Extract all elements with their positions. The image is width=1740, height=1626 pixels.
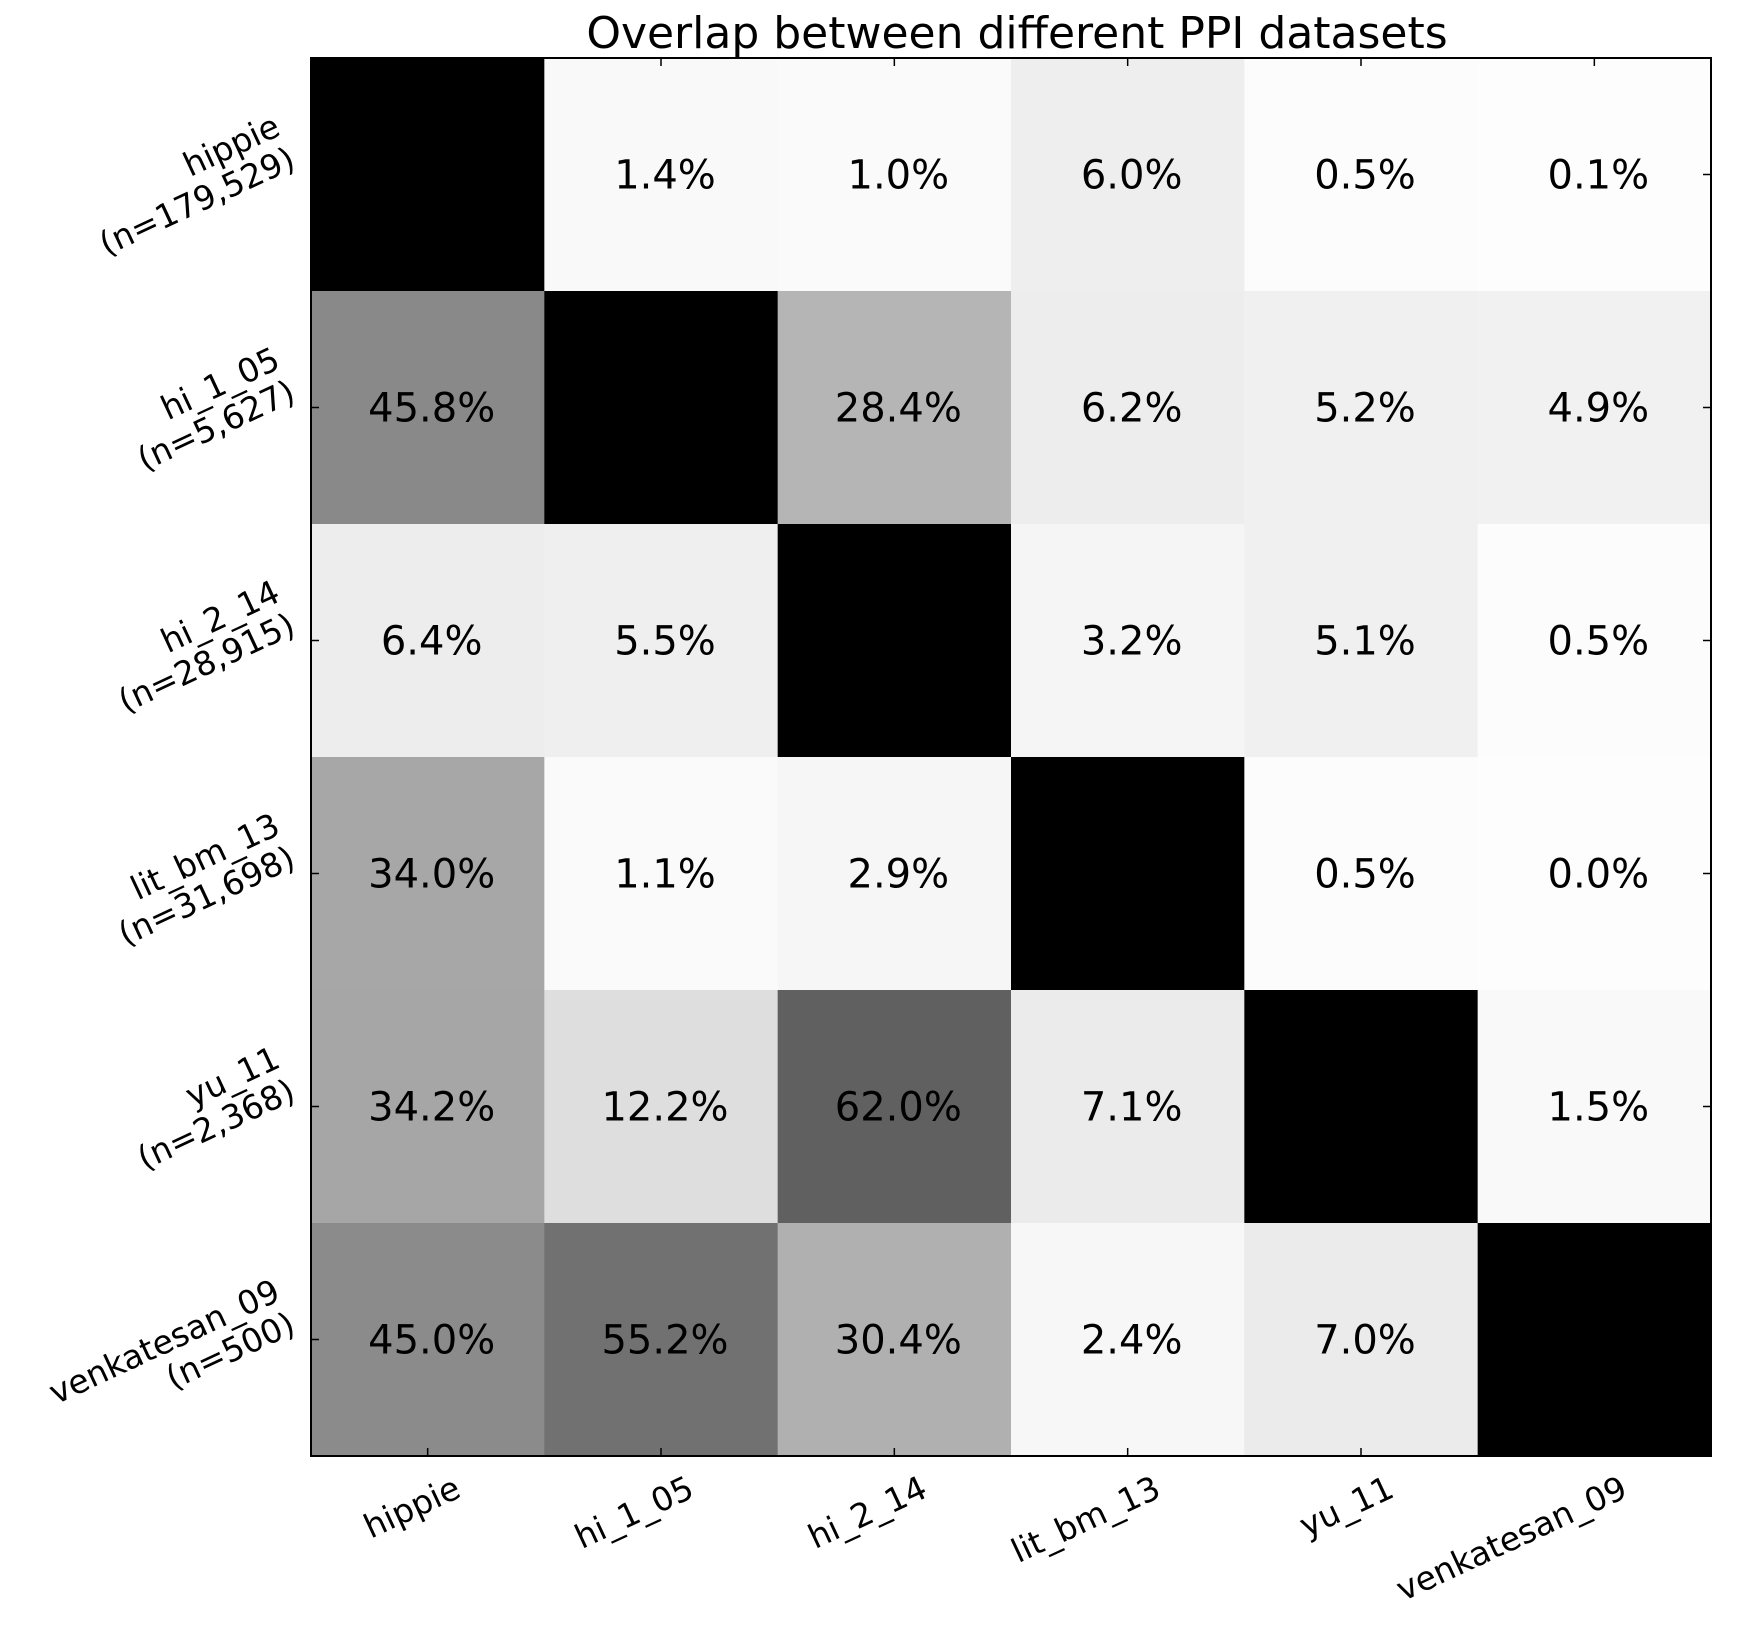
heatmap-cell bbox=[777, 1223, 1012, 1457]
cell-value-label: 0.5% bbox=[1548, 619, 1650, 665]
cell-value-label: 6.0% bbox=[1081, 153, 1183, 199]
heatmap-cell bbox=[1244, 58, 1479, 292]
cell-value-label: 45.0% bbox=[368, 1318, 495, 1364]
heatmap-cell bbox=[544, 990, 779, 1224]
heatmap-cell bbox=[1244, 1223, 1479, 1457]
cell-value-label: 34.0% bbox=[368, 852, 495, 898]
axis-ticks bbox=[311, 58, 1711, 1456]
heatmap-cell bbox=[311, 757, 545, 991]
cell-value-label: 0.5% bbox=[1314, 852, 1416, 898]
cell-value-label: 1.1% bbox=[614, 852, 716, 898]
heatmap-cell bbox=[311, 524, 545, 758]
plot-frame bbox=[310, 57, 1712, 1457]
cell-value-label: 1.0% bbox=[848, 153, 950, 199]
cell-value-label: 0.1% bbox=[1548, 153, 1650, 199]
cell-value-label: 1.4% bbox=[614, 153, 716, 199]
cell-value-label: 2.4% bbox=[1081, 1318, 1183, 1364]
heatmap-cell bbox=[1477, 757, 1712, 991]
heatmap-cell bbox=[544, 58, 779, 292]
heatmap-cell bbox=[777, 524, 1012, 758]
heatmap-cell bbox=[311, 990, 545, 1224]
heatmap-cell-labels: 1.4% 1.0% 6.0% 0.5% 0.1% 45.8% 28.4% 6.2% 5.2% 4.… bbox=[368, 153, 1649, 1364]
heatmap-cells bbox=[311, 58, 1712, 1457]
heatmap-cell bbox=[777, 990, 1012, 1224]
heatmap-cell bbox=[1244, 757, 1479, 991]
heatmap-cell bbox=[544, 757, 779, 991]
cell-value-label: 5.5% bbox=[614, 619, 716, 665]
heatmap-cell bbox=[1011, 524, 1245, 758]
heatmap-cell bbox=[777, 757, 1012, 991]
heatmap-cell bbox=[544, 524, 779, 758]
cell-value-label: 34.2% bbox=[368, 1085, 495, 1131]
cell-value-label: 5.2% bbox=[1314, 386, 1416, 432]
heatmap-cell bbox=[1244, 524, 1479, 758]
heatmap-cell bbox=[1477, 291, 1712, 525]
heatmap-cell bbox=[311, 1223, 545, 1457]
cell-value-label: 3.2% bbox=[1081, 619, 1183, 665]
heatmap-cell bbox=[777, 291, 1012, 525]
cell-value-label: 7.0% bbox=[1314, 1318, 1416, 1364]
heatmap-cell bbox=[1011, 1223, 1245, 1457]
cell-value-label: 2.9% bbox=[848, 852, 950, 898]
chart-title: Overlap between different PPI datasets bbox=[586, 8, 1447, 59]
cell-value-label: 62.0% bbox=[835, 1085, 962, 1131]
heatmap-cell bbox=[311, 291, 545, 525]
cell-value-label: 0.0% bbox=[1548, 852, 1650, 898]
heatmap-cell bbox=[1244, 291, 1479, 525]
cell-value-label: 1.5% bbox=[1548, 1085, 1650, 1131]
heatmap-cell bbox=[1477, 58, 1712, 292]
heatmap-cell bbox=[311, 58, 545, 292]
cell-value-label: 12.2% bbox=[601, 1085, 728, 1131]
cell-value-label: 4.9% bbox=[1548, 386, 1650, 432]
heatmap-cell bbox=[777, 58, 1012, 292]
heatmap-cell bbox=[1477, 524, 1712, 758]
heatmap-cell bbox=[1011, 757, 1245, 991]
heatmap-cell bbox=[1477, 990, 1712, 1224]
heatmap-cell bbox=[1011, 990, 1245, 1224]
heatmap-cell bbox=[1011, 58, 1245, 292]
cell-value-label: 5.1% bbox=[1314, 619, 1416, 665]
cell-value-label: 6.4% bbox=[381, 619, 483, 665]
heatmap-cell bbox=[1011, 291, 1245, 525]
cell-value-label: 7.1% bbox=[1081, 1085, 1183, 1131]
heatmap-cell bbox=[544, 291, 779, 525]
heatmap-cell bbox=[544, 1223, 779, 1457]
heatmap-cell bbox=[1244, 990, 1479, 1224]
cell-value-label: 30.4% bbox=[835, 1318, 962, 1364]
cell-value-label: 55.2% bbox=[601, 1318, 728, 1364]
heatmap-cell bbox=[1477, 1223, 1712, 1457]
cell-value-label: 6.2% bbox=[1081, 386, 1183, 432]
cell-value-label: 28.4% bbox=[835, 386, 962, 432]
cell-value-label: 0.5% bbox=[1314, 153, 1416, 199]
cell-value-label: 45.8% bbox=[368, 386, 495, 432]
